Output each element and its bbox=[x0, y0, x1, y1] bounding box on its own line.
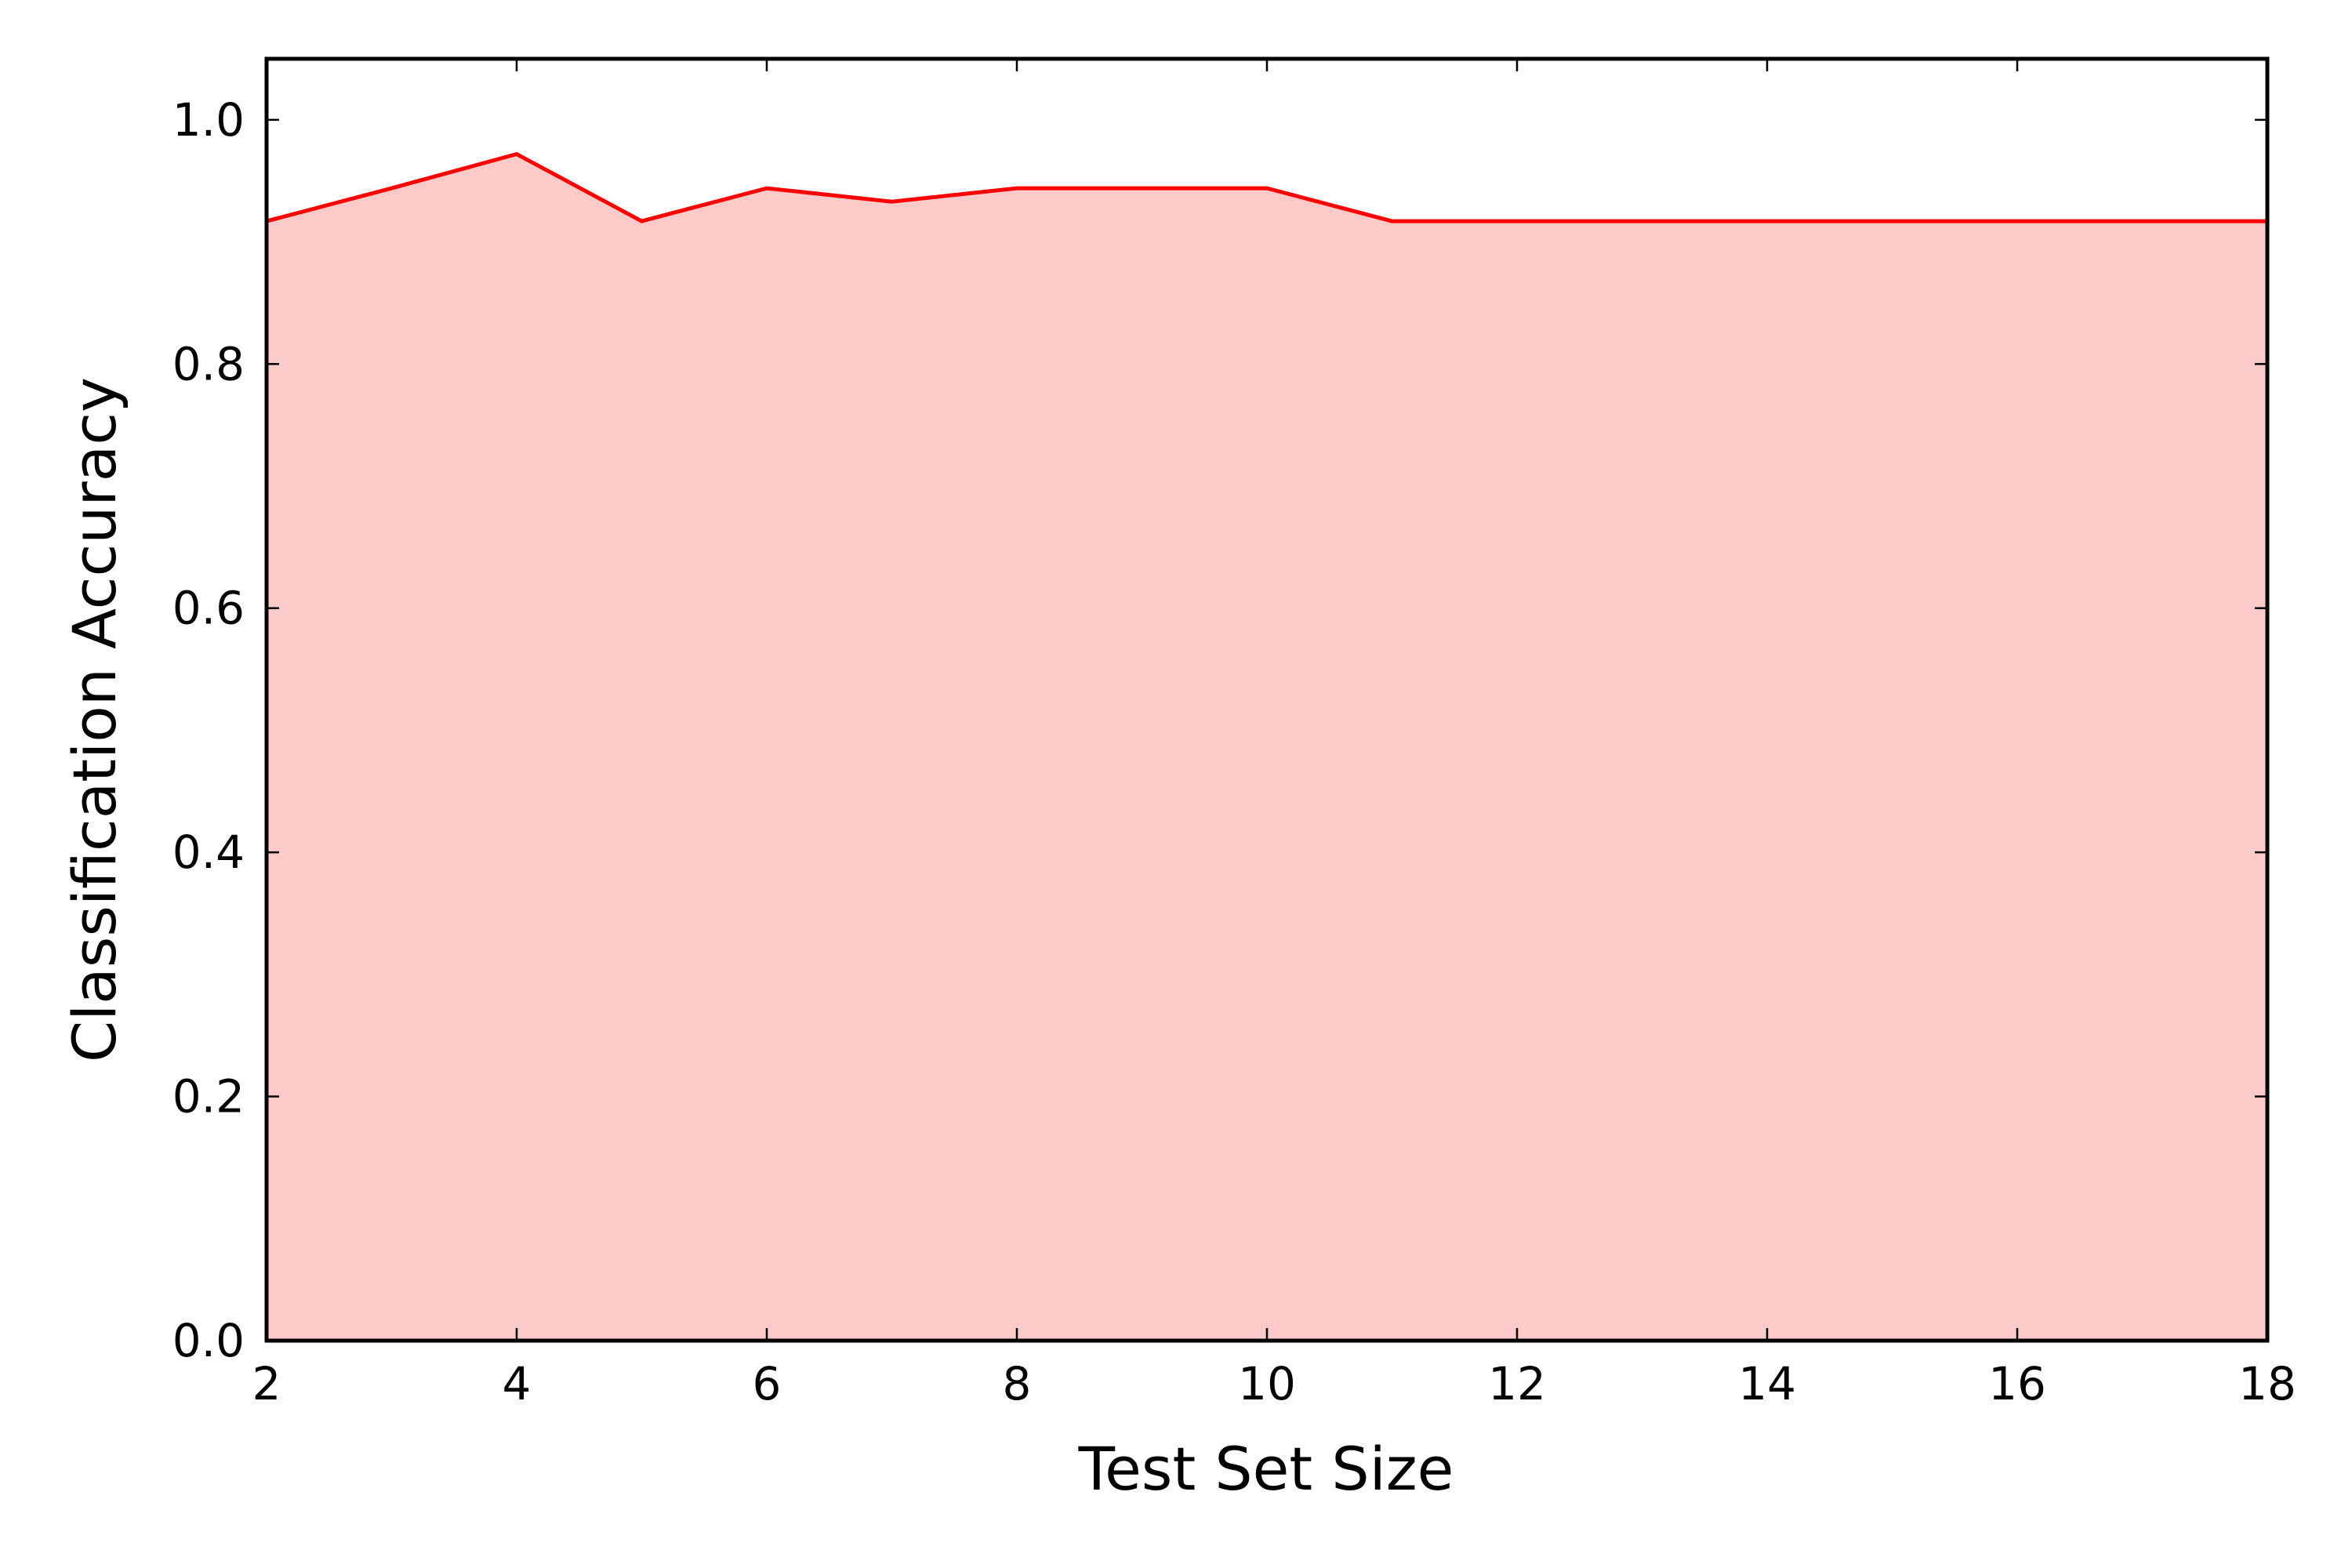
x-tick-label: 12 bbox=[1488, 1357, 1546, 1410]
y-tick-label: 1.0 bbox=[172, 93, 245, 147]
y-tick-label: 0.8 bbox=[172, 337, 245, 390]
x-axis-label: Test Set Size bbox=[1078, 1434, 1454, 1504]
y-tick-label: 0.6 bbox=[172, 582, 245, 635]
area-fill bbox=[267, 154, 2267, 1341]
area-line bbox=[266, 151, 2267, 223]
x-tick-label: 16 bbox=[1988, 1357, 2046, 1410]
x-tick-label: 8 bbox=[1003, 1357, 1032, 1410]
ticks-layer bbox=[264, 56, 2270, 1343]
x-tick-label: 6 bbox=[753, 1357, 782, 1410]
x-tick-label: 2 bbox=[252, 1357, 281, 1410]
x-tick-label: 14 bbox=[1738, 1357, 1796, 1410]
series-layer bbox=[266, 151, 2267, 1341]
y-tick-label: 0.0 bbox=[172, 1314, 245, 1367]
x-tick-label: 18 bbox=[2238, 1357, 2296, 1410]
x-tick-label: 10 bbox=[1238, 1357, 1296, 1410]
y-axis-label: Classification Accuracy bbox=[60, 377, 129, 1062]
x-tick-label: 4 bbox=[503, 1357, 532, 1410]
y-tick-label: 0.2 bbox=[172, 1070, 245, 1123]
y-tick-label: 0.4 bbox=[172, 826, 245, 879]
tick-labels-layer: 2 4 6 8 10 12 14 16 18 0.0 0.2 0.4 0.6 0.8 1.0 bbox=[172, 93, 2296, 1410]
